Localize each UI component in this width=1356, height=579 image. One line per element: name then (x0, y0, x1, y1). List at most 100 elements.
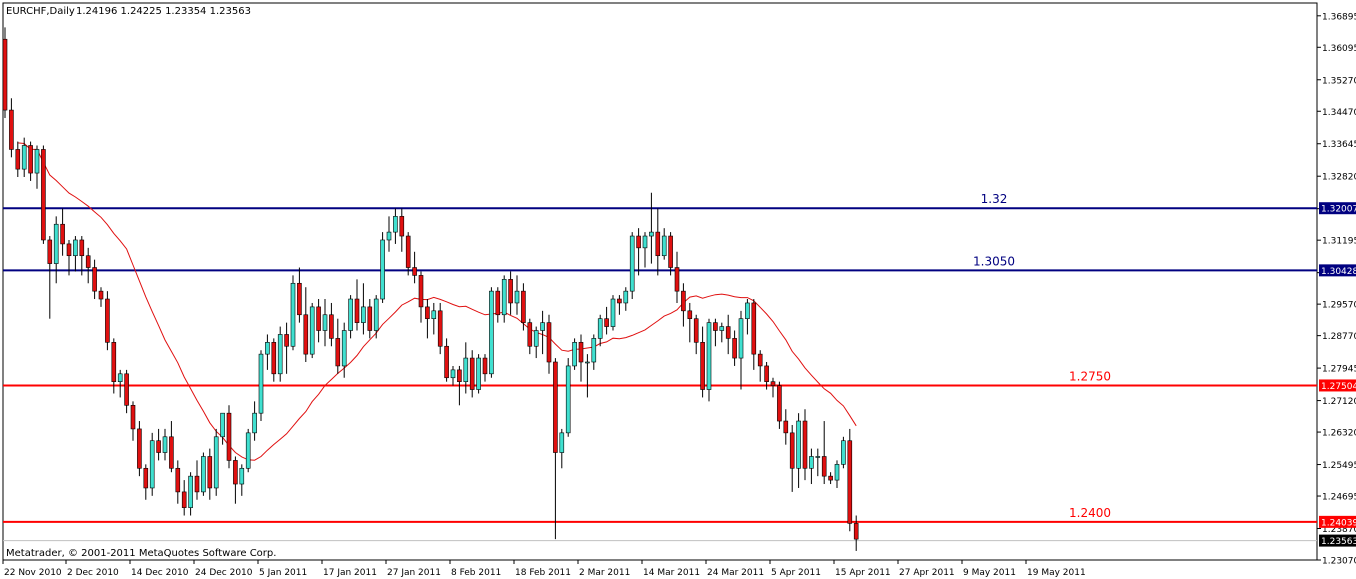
candle-body-down (687, 310, 693, 320)
candle-body-up (591, 338, 597, 363)
x-tick-label: 2 Dec 2010 (67, 568, 119, 578)
candle-body-down (693, 318, 699, 343)
x-tick-label: 27 Jan 2011 (387, 568, 441, 578)
candle-body-down (636, 235, 641, 249)
horizontal-levels[interactable]: 1.32 1.3050 1.2750 1.2400 (3, 192, 1317, 542)
candle-body-up (252, 412, 257, 434)
y-tick-label: 1.33645 (1322, 140, 1356, 150)
candle-body-up (738, 318, 744, 359)
candle-body-down (329, 314, 334, 339)
candle-body-down (469, 357, 475, 390)
y-tick-label: 1.23870 (1322, 525, 1356, 535)
candle-body-down (130, 405, 136, 430)
candle-body-down (47, 239, 53, 264)
candle-body-up (533, 330, 539, 347)
candle-body-down (437, 310, 443, 347)
x-tick-label: 15 Apr 2011 (835, 568, 891, 578)
candle-body-up (623, 290, 629, 304)
candle-body-down (79, 239, 85, 257)
candle-body-down (713, 322, 718, 331)
candle-body-up (290, 282, 296, 347)
candle-body-up (463, 357, 469, 382)
candle-body-down (495, 290, 501, 316)
candle-body-down (751, 302, 757, 355)
candle-body-up (489, 290, 494, 375)
candle-body-down (546, 322, 552, 363)
candle-body-down (828, 475, 833, 481)
candle-body-down (604, 318, 609, 327)
candle-body-down (668, 235, 673, 268)
candle-body-up (188, 475, 193, 508)
candle-body-up (149, 440, 155, 489)
candle-body-up (341, 330, 347, 367)
candle-body-down (847, 440, 853, 524)
candle-body-down (412, 267, 417, 276)
x-tick-label: 17 Jan 2011 (323, 568, 377, 578)
candle-body-up (809, 456, 814, 469)
moving-average-line (17, 142, 857, 461)
candle-body-up (501, 279, 507, 316)
level-price-tag-bg (1319, 202, 1356, 215)
x-tick-label: 14 Mar 2011 (643, 568, 700, 578)
candle-body-down (137, 428, 142, 469)
candle-body-down (521, 290, 526, 323)
candle-body-up (514, 290, 520, 304)
candle-body-up (572, 342, 577, 367)
candle-body-up (380, 239, 385, 300)
y-tick-label: 1.32820 (1322, 173, 1356, 183)
candle-body-down (2, 38, 8, 111)
price-tags: 1.32007 1.30428 1.27504 1.24039 1.23563 (1319, 202, 1356, 547)
y-tick-label: 1.24695 (1322, 493, 1356, 503)
candle-body-down (764, 365, 769, 382)
candle-body-down (508, 279, 513, 304)
candle-body-up (361, 306, 366, 323)
x-tick-label: 18 Feb 2011 (515, 568, 571, 578)
candle-body-down (444, 345, 449, 379)
candle-body-down (98, 290, 104, 300)
x-tick-label: 8 Feb 2011 (451, 568, 501, 578)
candle-body-down (297, 282, 302, 316)
candle-body-down (777, 385, 782, 422)
candle-body-down (674, 267, 680, 292)
candle-body-up (220, 412, 225, 438)
candle-body-down (802, 420, 808, 469)
candle-body-down (271, 342, 277, 375)
candle-body-up (162, 436, 168, 453)
candle-body-up (661, 235, 667, 257)
y-tick-label: 1.34470 (1322, 108, 1356, 118)
candle-body-up (649, 231, 654, 237)
candle-body-down (405, 235, 411, 268)
candle-body-up (373, 298, 379, 331)
x-tick-label: 22 Nov 2010 (4, 568, 62, 578)
candle-body-down (367, 306, 373, 331)
symbol-header: EURCHF,Daily (6, 6, 75, 17)
candle-body-up (476, 357, 481, 390)
candle-body-up (597, 318, 603, 339)
candle-body-up (540, 322, 545, 331)
candle-body-down (156, 440, 161, 453)
level-label: 1.32 (981, 192, 1008, 206)
candle-body-down (700, 342, 705, 390)
candle-body-up (213, 436, 219, 489)
candle-body-up (393, 216, 398, 233)
level-price-tag: 1.32007 (1321, 205, 1356, 215)
candle-body-down (527, 322, 533, 347)
candle-body-down (194, 475, 200, 493)
candle-body-down (41, 149, 46, 241)
plot-frame (2, 2, 1318, 561)
candle-body-down (457, 369, 462, 382)
candle-body-down (418, 275, 424, 308)
candle-body-up (706, 322, 712, 390)
candle-body-down (789, 432, 795, 469)
candle-body-up (815, 456, 821, 458)
candle-body-down (143, 467, 149, 489)
candle-body-down (15, 149, 21, 170)
candle-body-up (265, 342, 270, 355)
candle-body-up (245, 432, 251, 469)
candle-body-up (258, 353, 264, 414)
y-tick-label: 1.26320 (1322, 429, 1356, 439)
x-tick-label: 2 Mar 2011 (579, 568, 630, 578)
candle-body-down (181, 491, 187, 508)
level-price-tag: 1.24039 (1321, 518, 1356, 528)
